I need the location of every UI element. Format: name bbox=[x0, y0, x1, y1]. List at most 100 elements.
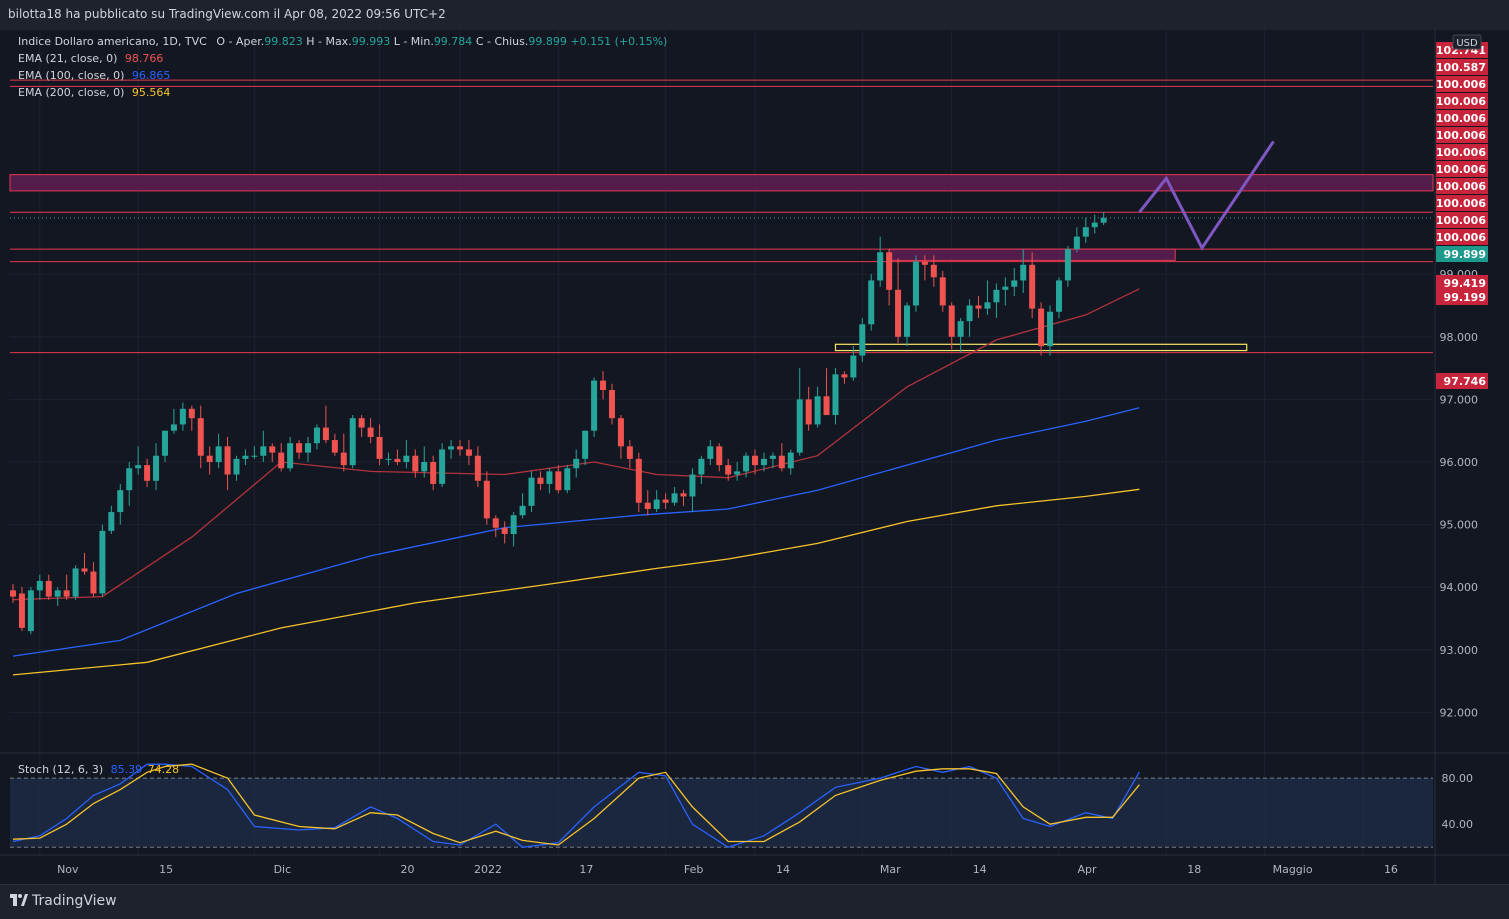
candle-body bbox=[305, 443, 312, 453]
candle-body bbox=[904, 305, 910, 337]
resistance-zone-box bbox=[9, 174, 1434, 192]
candle-body bbox=[170, 424, 177, 431]
candle-body bbox=[734, 471, 741, 475]
candle-body bbox=[671, 493, 678, 503]
brand-name: TradingView bbox=[32, 893, 117, 909]
candle-body bbox=[823, 396, 830, 416]
candle-body bbox=[1011, 280, 1018, 287]
price-badge-label: 100.006 bbox=[1436, 95, 1486, 108]
price-badge bbox=[1436, 127, 1488, 143]
candle-body bbox=[814, 396, 821, 425]
candle-body bbox=[224, 446, 231, 475]
candle-body bbox=[868, 280, 875, 325]
candle-body bbox=[582, 430, 589, 459]
price-scale[interactable]: 92.000 93.000 94.000 95.000 96.000 97.000 98.0… bbox=[1436, 34, 1488, 831]
candle-body bbox=[546, 471, 553, 484]
publisher-bar: bilotta18 ha pubblicato su TradingView.c… bbox=[0, 0, 1509, 31]
candle-body bbox=[188, 408, 195, 419]
stoch-tick-label: 80.00 bbox=[1442, 772, 1474, 785]
candle-body bbox=[465, 449, 472, 456]
price-badge-label: 100.006 bbox=[1436, 197, 1486, 210]
candle-body bbox=[1002, 286, 1009, 290]
candle-body bbox=[796, 399, 803, 453]
price-badge-label: 100.006 bbox=[1436, 214, 1486, 227]
chart-canvas[interactable]: 92.000 93.000 94.000 95.000 96.000 97.000 98.0… bbox=[0, 30, 1509, 884]
candle-body bbox=[957, 321, 964, 337]
candle-body bbox=[1073, 236, 1080, 250]
candle-body bbox=[635, 458, 642, 503]
candle-body bbox=[662, 499, 669, 503]
candle-body bbox=[313, 427, 320, 444]
ema200-value: 95.564 bbox=[131, 86, 171, 99]
candle-body bbox=[81, 568, 88, 572]
candle-body bbox=[948, 305, 955, 337]
open-value: 99.823 bbox=[264, 35, 303, 48]
projection-path[interactable] bbox=[1138, 140, 1275, 251]
candle-body bbox=[278, 452, 285, 469]
stoch-legend[interactable]: Stoch (12, 6, 3) 85.39 74.28 bbox=[18, 763, 179, 776]
time-scale[interactable]: Nov 15 Dic 20 2022 17 Feb 14 Mar 14 Apr 18 Maggio 16 bbox=[57, 863, 1398, 876]
candle-body bbox=[886, 252, 893, 290]
price-tick-label: 96.000 bbox=[1440, 456, 1479, 469]
candle-body bbox=[1091, 222, 1098, 228]
ema-lines bbox=[12, 288, 1140, 676]
candle-body bbox=[725, 465, 732, 475]
ema100-legend[interactable]: EMA (100, close, 0) 96.865 bbox=[18, 69, 170, 82]
candle-body bbox=[18, 593, 25, 628]
price-badge bbox=[1436, 76, 1488, 92]
candle-body bbox=[144, 465, 151, 481]
candle-body bbox=[921, 261, 928, 265]
price-tick-label: 93.000 bbox=[1440, 644, 1479, 657]
candle-body bbox=[1064, 249, 1071, 281]
candle-body bbox=[966, 305, 973, 322]
candle-body bbox=[251, 455, 258, 457]
candle-body bbox=[367, 427, 374, 437]
candle-body bbox=[340, 452, 347, 466]
ema100-line bbox=[12, 407, 1140, 657]
price-tick-label: 95.000 bbox=[1440, 519, 1479, 532]
candle-body bbox=[555, 471, 562, 491]
time-tick-label: 18 bbox=[1187, 863, 1201, 876]
stoch-d-value: 74.28 bbox=[147, 763, 180, 776]
symbol-legend[interactable]: Indice Dollaro americano, 1D, TVC O - Ap… bbox=[18, 35, 667, 48]
candle-body bbox=[1038, 308, 1045, 347]
candle-body bbox=[153, 455, 160, 481]
candle-body bbox=[626, 446, 633, 459]
candle-body bbox=[492, 518, 499, 528]
tradingview-logo[interactable]: TradingView bbox=[10, 893, 117, 909]
candle-body bbox=[912, 261, 919, 306]
ema21-line bbox=[12, 288, 1140, 601]
candle-body bbox=[850, 355, 857, 378]
price-badge bbox=[1436, 59, 1488, 75]
price-badge-label: 100.006 bbox=[1436, 129, 1486, 142]
candle-body bbox=[805, 399, 812, 425]
price-badge bbox=[1436, 289, 1488, 305]
candle-body bbox=[1100, 217, 1107, 223]
price-tick-label: 92.000 bbox=[1440, 706, 1479, 719]
candle-body bbox=[680, 493, 687, 497]
price-badge bbox=[1436, 144, 1488, 160]
candle-body bbox=[331, 440, 338, 453]
candle-body bbox=[689, 474, 696, 497]
candle-body bbox=[1020, 264, 1027, 281]
symbol-name: Indice Dollaro americano, 1D, TVC bbox=[18, 35, 207, 48]
ema21-legend[interactable]: EMA (21, close, 0) 98.766 bbox=[18, 52, 163, 65]
price-badge bbox=[1436, 212, 1488, 228]
stoch-lines bbox=[12, 763, 1140, 849]
price-badge bbox=[1436, 161, 1488, 177]
candle-body bbox=[439, 449, 446, 484]
candle-body bbox=[832, 374, 839, 416]
time-tick-label: 16 bbox=[1384, 863, 1398, 876]
candle-body bbox=[63, 590, 70, 597]
candle-body bbox=[206, 455, 213, 462]
stoch-d-line bbox=[12, 763, 1140, 846]
low-value: 99.784 bbox=[433, 35, 473, 48]
price-badge bbox=[1436, 178, 1488, 194]
ema200-legend[interactable]: EMA (200, close, 0) 95.564 bbox=[18, 86, 170, 99]
time-tick-label: Apr bbox=[1077, 863, 1097, 876]
candle-body bbox=[385, 458, 392, 460]
high-value: 99.993 bbox=[351, 35, 391, 48]
currency-label: USD bbox=[1456, 38, 1478, 49]
candle-body bbox=[197, 418, 204, 456]
price-badge bbox=[1436, 93, 1488, 109]
